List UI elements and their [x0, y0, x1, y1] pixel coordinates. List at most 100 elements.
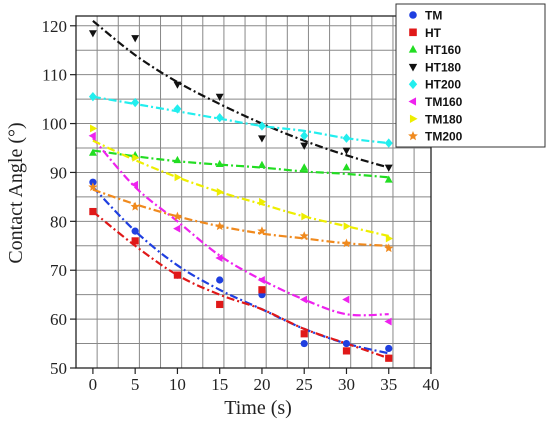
- data-point-ht160: [384, 175, 393, 183]
- legend-items: TM HT HT160 HT180 HT200 TM160 TM180 TM200: [408, 9, 463, 144]
- y-axis-title: Contact Angle (°): [5, 122, 27, 263]
- data-point-tm: [216, 276, 224, 284]
- data-point-ht180: [342, 147, 351, 155]
- x-tick-label: 15: [211, 375, 228, 394]
- data-point-tm180: [132, 153, 140, 162]
- x-tick-label: 40: [423, 375, 440, 394]
- data-point-ht: [300, 330, 308, 338]
- data-point-ht200: [384, 138, 393, 148]
- data-point-tm180: [259, 197, 267, 206]
- y-tick-label: 50: [50, 359, 67, 378]
- data-point-ht: [258, 286, 266, 294]
- data-point-ht180: [131, 35, 140, 43]
- data-point-tm: [89, 178, 97, 186]
- legend-label-ht180: HT180: [425, 60, 461, 74]
- data-point-tm200: [257, 226, 267, 236]
- fit-curve-tm: [92, 186, 389, 355]
- legend-label-tm180: TM180: [425, 112, 463, 126]
- legend-marker-ht180: [408, 63, 418, 72]
- plot-frame: [75, 15, 432, 369]
- data-point-ht: [131, 237, 139, 245]
- y-tick-label: 80: [50, 212, 67, 231]
- x-axis-title: Time (s): [224, 397, 292, 419]
- data-point-tm160: [384, 317, 392, 326]
- x-tick-labels: 0 5 10 15 20 25 30 35 40: [89, 375, 440, 394]
- data-point-tm: [131, 227, 139, 235]
- data-point-ht180: [384, 164, 393, 172]
- y-tick-label: 70: [50, 261, 67, 280]
- legend-marker-tm: [409, 11, 417, 19]
- data-point-ht160: [342, 163, 351, 171]
- data-points: [88, 30, 394, 362]
- data-point-tm180: [216, 188, 225, 196]
- data-point-ht: [385, 354, 393, 362]
- data-point-tm160: [130, 180, 139, 189]
- data-point-tm160: [173, 224, 181, 233]
- y-tick-label: 90: [50, 163, 67, 182]
- legend: TM HT HT160 HT180 HT200 TM160 TM180 TM200: [395, 3, 546, 148]
- data-point-ht180: [300, 142, 309, 150]
- legend-marker-ht160: [408, 45, 418, 53]
- data-point-ht180: [257, 135, 266, 143]
- y-tick-label: 110: [42, 66, 67, 85]
- x-tick-label: 5: [131, 375, 140, 394]
- y-tick-label: 120: [42, 17, 68, 36]
- legend-marker-ht: [409, 28, 417, 37]
- data-point-tm160: [299, 295, 308, 304]
- data-point-tm180: [90, 124, 98, 133]
- data-point-ht160: [215, 159, 224, 168]
- data-point-ht200: [215, 113, 224, 123]
- data-point-tm200: [341, 238, 352, 248]
- x-tick-label: 0: [89, 375, 98, 394]
- data-point-tm180: [385, 234, 394, 243]
- data-point-ht: [89, 207, 97, 216]
- data-point-ht160: [173, 155, 182, 164]
- data-point-tm180: [174, 173, 182, 182]
- fit-curve-ht200: [92, 95, 389, 145]
- fit-curve-tm180: [92, 139, 389, 238]
- data-point-ht200: [131, 97, 140, 108]
- x-tick-label: 20: [253, 375, 270, 394]
- data-point-tm160: [88, 131, 96, 140]
- y-tick-label: 100: [42, 115, 68, 134]
- y-tick-labels: 50 60 70 80 90 100 110 120: [42, 17, 68, 378]
- data-point-tm160: [215, 254, 223, 262]
- data-point-ht200: [257, 121, 266, 131]
- data-point-ht180: [173, 81, 182, 89]
- data-point-tm200: [130, 201, 140, 211]
- fit-curve-ht160: [92, 149, 389, 179]
- data-point-tm200: [88, 182, 98, 192]
- legend-label-tm160: TM160: [425, 95, 463, 109]
- legend-marker-tm200: [408, 130, 418, 141]
- x-tick-label: 35: [380, 375, 397, 394]
- legend-label-ht160: HT160: [425, 43, 461, 57]
- fit-curve-ht: [92, 210, 390, 360]
- data-point-ht160: [300, 163, 309, 171]
- data-point-ht: [173, 271, 182, 279]
- x-tick-label: 25: [296, 375, 313, 394]
- y-tick-label: 60: [50, 310, 67, 329]
- legend-marker-tm160: [408, 97, 417, 106]
- fit-curve-ht180: [92, 20, 390, 169]
- legend-marker-tm180: [409, 114, 418, 123]
- legend-label-tm: TM: [425, 9, 442, 23]
- data-point-tm: [385, 344, 393, 353]
- data-point-ht: [342, 347, 351, 355]
- data-point-tm200: [384, 243, 394, 253]
- data-point-ht160: [88, 148, 97, 156]
- data-point-ht200: [173, 104, 182, 114]
- data-point-tm160: [257, 276, 265, 284]
- data-point-ht160: [257, 160, 266, 168]
- axis-ticks: [70, 25, 432, 374]
- data-point-tm180: [343, 222, 351, 231]
- fit-curve-tm160: [92, 137, 389, 317]
- legend-marker-ht200: [408, 79, 418, 90]
- data-point-ht200: [300, 131, 309, 141]
- legend-label-tm200: TM200: [425, 130, 463, 144]
- data-point-tm: [342, 339, 351, 348]
- grid-lines: [76, 16, 431, 368]
- data-point-tm: [300, 339, 308, 348]
- data-point-tm200: [299, 231, 309, 240]
- data-point-ht200: [342, 133, 351, 143]
